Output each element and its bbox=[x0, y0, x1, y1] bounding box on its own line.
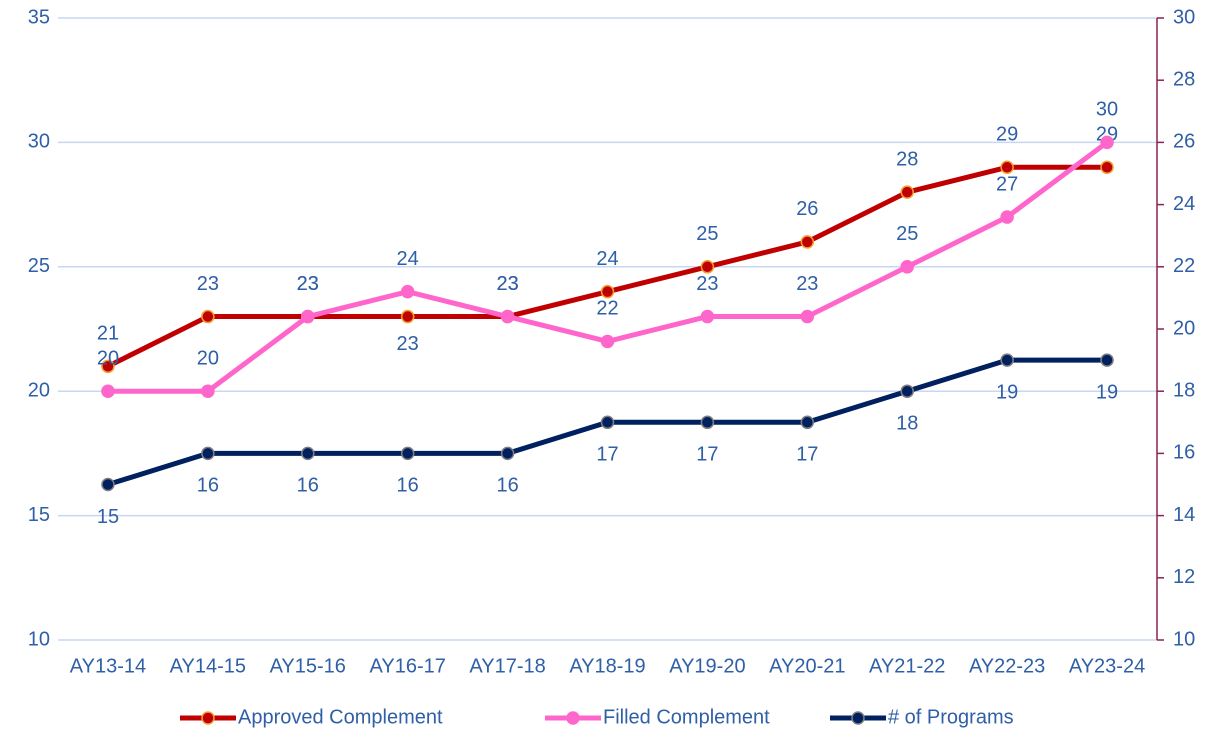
data-label: 20 bbox=[97, 347, 119, 369]
y2-tick-label: 26 bbox=[1173, 131, 1195, 153]
data-point bbox=[301, 446, 315, 461]
data-point bbox=[800, 415, 815, 430]
y2-tick-label: 16 bbox=[1173, 442, 1195, 464]
data-point bbox=[400, 284, 415, 299]
data-label: 17 bbox=[596, 444, 618, 466]
legend-marker bbox=[566, 711, 580, 725]
data-label: 19 bbox=[1096, 381, 1118, 403]
data-label: 28 bbox=[896, 148, 918, 170]
x-tick-label: AY14-15 bbox=[170, 655, 246, 677]
y-tick-label: 20 bbox=[28, 379, 50, 401]
data-label: 17 bbox=[696, 444, 718, 466]
y2-tick-label: 28 bbox=[1173, 68, 1195, 90]
y-tick-label: 15 bbox=[28, 504, 50, 526]
data-label: 23 bbox=[297, 273, 319, 295]
y-tick-label: 25 bbox=[28, 255, 50, 277]
data-point bbox=[700, 415, 715, 430]
data-point bbox=[500, 446, 515, 461]
data-point bbox=[301, 309, 315, 324]
data-label: 20 bbox=[197, 347, 219, 369]
data-label: 23 bbox=[397, 333, 419, 355]
data-label: 21 bbox=[97, 323, 119, 345]
data-point bbox=[500, 309, 515, 324]
data-label: 23 bbox=[796, 273, 818, 295]
data-label: 23 bbox=[496, 273, 518, 295]
data-point bbox=[1100, 353, 1114, 367]
data-label: 24 bbox=[397, 248, 419, 270]
data-point bbox=[700, 309, 715, 324]
data-point bbox=[900, 185, 914, 199]
data-label: 23 bbox=[297, 273, 319, 295]
data-label: 15 bbox=[97, 506, 119, 528]
data-label: 24 bbox=[596, 248, 618, 270]
y2-tick-label: 20 bbox=[1173, 317, 1195, 339]
x-tick-label: AY22-23 bbox=[969, 655, 1045, 677]
data-point bbox=[1100, 160, 1114, 175]
y-tick-label: 35 bbox=[28, 6, 50, 28]
data-label: 25 bbox=[896, 223, 918, 245]
data-label: 23 bbox=[197, 273, 219, 295]
data-label: 22 bbox=[596, 298, 618, 320]
data-point bbox=[800, 235, 815, 249]
y2-tick-label: 10 bbox=[1173, 628, 1195, 650]
data-label: 16 bbox=[297, 475, 319, 497]
y2-tick-label: 30 bbox=[1173, 6, 1195, 28]
data-point bbox=[900, 384, 914, 398]
data-point bbox=[101, 359, 115, 374]
y-tick-label: 30 bbox=[28, 131, 50, 153]
legend-marker bbox=[851, 711, 865, 725]
y-tick-label: 10 bbox=[28, 628, 50, 650]
data-point bbox=[1000, 353, 1014, 367]
data-point bbox=[1100, 135, 1114, 150]
data-point bbox=[400, 309, 415, 324]
x-tick-label: AY23-24 bbox=[1069, 655, 1145, 677]
data-point bbox=[600, 284, 615, 299]
data-label: 16 bbox=[197, 475, 219, 497]
data-label: 27 bbox=[996, 173, 1018, 195]
legend-label: Approved Complement bbox=[238, 706, 443, 728]
y2-tick-label: 24 bbox=[1173, 193, 1195, 215]
data-label: 23 bbox=[696, 273, 718, 295]
data-label: 17 bbox=[796, 444, 818, 466]
y2-tick-label: 18 bbox=[1173, 379, 1195, 401]
data-point bbox=[400, 446, 415, 461]
data-point bbox=[201, 446, 215, 461]
data-point bbox=[101, 384, 115, 398]
data-point bbox=[800, 309, 815, 324]
data-point bbox=[201, 384, 215, 398]
y2-tick-label: 22 bbox=[1173, 255, 1195, 277]
legend-label: # of Programs bbox=[888, 706, 1014, 728]
y2-tick-label: 12 bbox=[1173, 566, 1195, 588]
data-label: 29 bbox=[996, 124, 1018, 146]
data-label: 25 bbox=[696, 223, 718, 245]
x-tick-label: AY16-17 bbox=[370, 655, 446, 677]
x-tick-label: AY19-20 bbox=[669, 655, 745, 677]
x-tick-label: AY21-22 bbox=[869, 655, 945, 677]
legend-marker bbox=[201, 711, 215, 725]
data-label: 16 bbox=[496, 475, 518, 497]
x-tick-label: AY18-19 bbox=[569, 655, 645, 677]
data-label: 16 bbox=[397, 475, 419, 497]
data-point bbox=[101, 477, 115, 492]
data-point bbox=[600, 334, 615, 349]
data-label: 19 bbox=[996, 381, 1018, 403]
data-point bbox=[1000, 210, 1014, 224]
x-tick-label: AY17-18 bbox=[469, 655, 545, 677]
data-point bbox=[600, 415, 615, 430]
data-point bbox=[900, 260, 914, 274]
x-tick-label: AY20-21 bbox=[769, 655, 845, 677]
data-point bbox=[1000, 160, 1014, 175]
legend-label: Filled Complement bbox=[603, 706, 770, 728]
data-point bbox=[700, 260, 715, 274]
data-point bbox=[201, 309, 215, 324]
data-label: 26 bbox=[796, 198, 818, 220]
data-label: 18 bbox=[896, 412, 918, 434]
x-tick-label: AY15-16 bbox=[270, 655, 346, 677]
x-tick-label: AY13-14 bbox=[70, 655, 146, 677]
data-label: 30 bbox=[1096, 99, 1118, 121]
y2-tick-label: 14 bbox=[1173, 504, 1195, 526]
data-label: 23 bbox=[496, 273, 518, 295]
